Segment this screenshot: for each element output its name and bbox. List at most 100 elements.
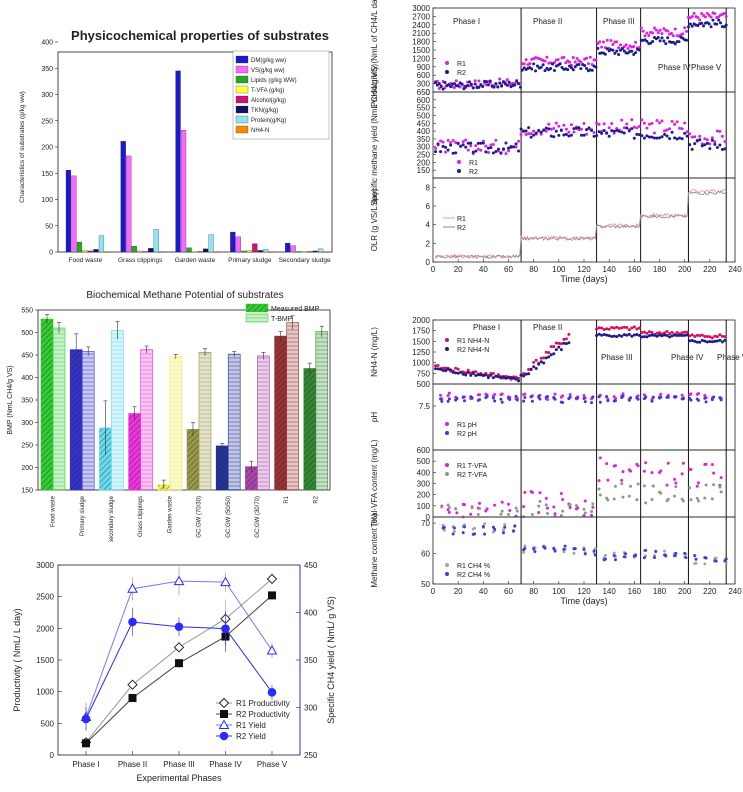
data-point [675,137,679,141]
data-point [522,399,526,403]
bar [180,130,187,253]
data-point [530,513,534,517]
data-point [627,129,631,133]
y-tick-label: 1250 [412,348,430,357]
data-point [505,78,509,82]
data-point [710,463,714,467]
data-point [704,462,708,466]
legend-label: VS(g/kg ww) [251,68,285,74]
data-point [437,86,441,90]
data-point [708,340,712,344]
data-point [644,461,648,465]
bar-tbmp [286,322,299,491]
chart-reactor-timeseries: 0 300 600 900 1200 1500 1800 2100 2400 2700 3000 Pr… [365,0,743,300]
data-point [493,527,497,531]
data-point [663,132,667,136]
data-point [474,370,478,374]
data-point [663,129,667,133]
legend-marker [445,70,449,74]
data-point [549,345,553,349]
data-point [693,339,697,343]
data-point [665,333,669,337]
data-point [647,34,651,38]
data-point [690,333,694,337]
data-point [651,484,655,488]
data-point [524,129,528,133]
data-point [220,576,231,587]
data-point [534,367,538,371]
data-point [715,129,719,133]
data-point [607,134,611,138]
data-point [705,340,709,344]
x-tick-label: Garden waste [175,257,216,264]
y-tick-label: 7.5 [419,402,431,411]
data-point [620,326,624,330]
y-tick-label: 500 [417,380,431,389]
data-point [610,129,614,133]
y-tick-label: 350 [21,398,33,405]
x-tick-label: Grass clippings [138,496,144,537]
phase-label: Phase III [603,17,635,26]
series-line [435,190,727,260]
data-point [639,26,643,30]
data-point [644,395,648,399]
x-tick-label: 20 [454,265,463,274]
y-tick-label: 600 [417,96,431,105]
data-point [501,375,505,379]
data-point [713,140,717,144]
data-point [613,558,617,562]
data-point [500,84,504,88]
y-right-tick-label: 400 [304,609,318,618]
data-point [582,548,586,552]
data-point [533,550,537,554]
data-point [615,128,619,132]
data-point [469,512,473,516]
data-point [654,28,658,32]
data-point [460,82,464,86]
data-point [590,509,594,513]
data-point [673,333,677,337]
data-point [527,126,531,130]
x-tick-label: 140 [602,265,616,274]
data-point [530,67,534,71]
legend-label: DM(g/kg ww) [251,58,286,64]
legend-swatch [235,95,249,104]
data-point [127,679,138,690]
legend-label: R2 Productivity [236,710,290,719]
data-point [695,340,699,344]
data-point [507,80,511,84]
legend-label: R1 [457,61,466,68]
data-point [710,497,714,501]
x-tick-label: Grass clippings [118,257,163,264]
data-point [693,335,697,339]
data-point [546,397,550,401]
data-point [544,126,548,130]
data-point [656,31,660,35]
data-point [670,330,674,334]
phase-label: Phase V [691,63,722,72]
y-tick-label: 750 [417,369,431,378]
data-point [471,371,475,375]
x-tick-label: 0 [431,265,436,274]
data-point [534,69,538,73]
data-point [484,373,488,377]
data-point [681,499,685,503]
data-point [547,122,551,126]
data-point [625,333,629,337]
data-point [537,394,541,398]
legend-marker [219,731,229,741]
bar [241,250,247,253]
data-point [488,79,492,83]
data-point [499,151,503,155]
y-tick-label: 1750 [412,327,430,336]
legend-marker [445,463,449,467]
data-point [635,333,639,337]
data-point [689,398,693,402]
data-point [471,150,475,154]
data-point [713,339,717,343]
legend-swatch [245,313,269,323]
y-tick-label: 300 [417,80,431,89]
data-point [613,51,617,55]
data-point [542,128,546,132]
data-point [632,333,636,337]
